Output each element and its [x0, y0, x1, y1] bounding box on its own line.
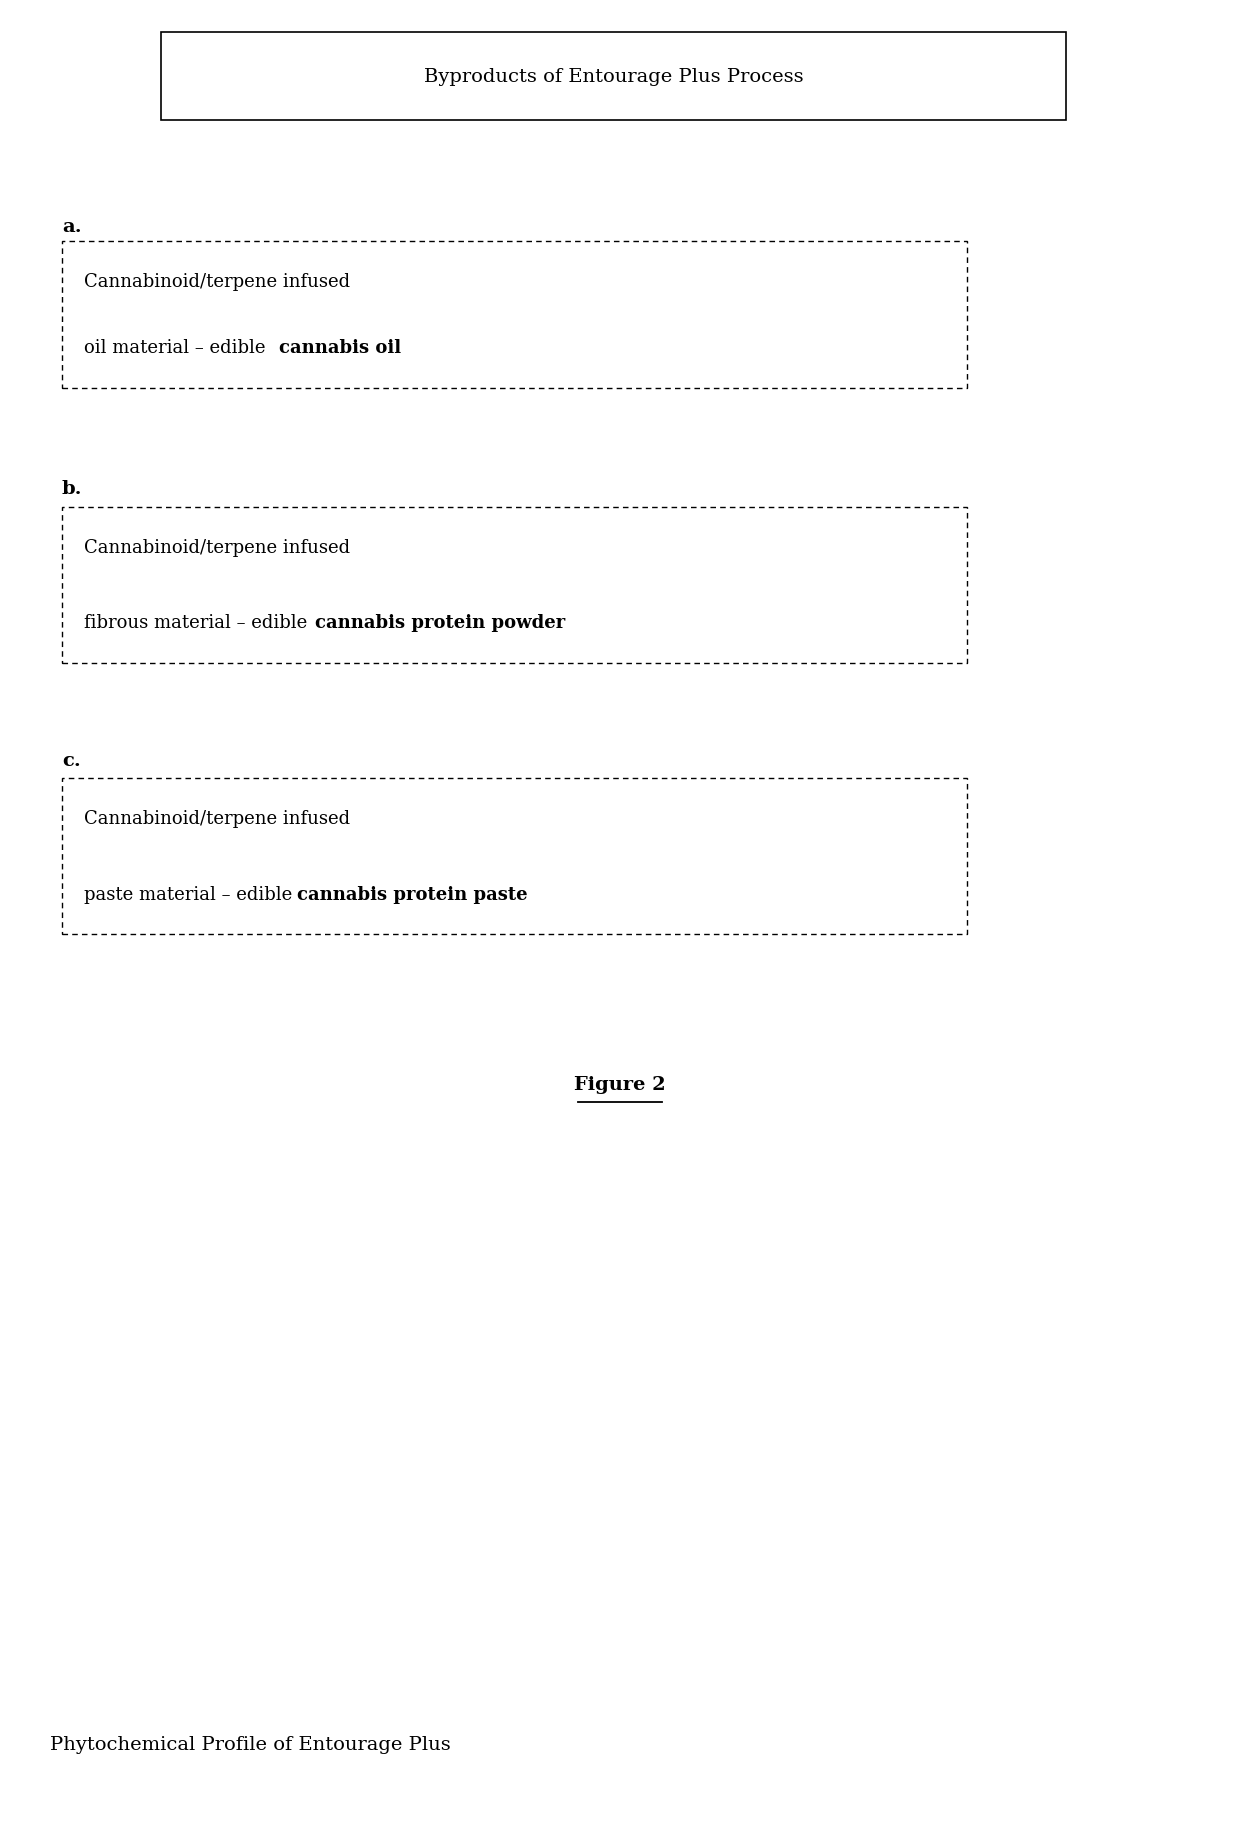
Text: Cannabinoid/terpene infused: Cannabinoid/terpene infused — [84, 810, 351, 828]
Text: fibrous material – edible: fibrous material – edible — [84, 614, 314, 632]
Text: paste material – edible: paste material – edible — [84, 885, 299, 903]
Text: Phytochemical Profile of Entourage Plus: Phytochemical Profile of Entourage Plus — [50, 1735, 450, 1753]
FancyBboxPatch shape — [62, 507, 967, 663]
Text: Cannabinoid/terpene infused: Cannabinoid/terpene infused — [84, 539, 351, 557]
Text: Byproducts of Entourage Plus Process: Byproducts of Entourage Plus Process — [424, 68, 804, 86]
Text: cannabis protein paste: cannabis protein paste — [298, 885, 528, 903]
FancyBboxPatch shape — [62, 242, 967, 388]
Text: oil material – edible: oil material – edible — [84, 339, 272, 357]
FancyBboxPatch shape — [62, 779, 967, 934]
FancyBboxPatch shape — [161, 33, 1066, 121]
Text: cannabis oil: cannabis oil — [279, 339, 402, 357]
Text: c.: c. — [62, 751, 81, 769]
Text: cannabis protein powder: cannabis protein powder — [315, 614, 565, 632]
Text: a.: a. — [62, 218, 82, 236]
Text: Cannabinoid/terpene infused: Cannabinoid/terpene infused — [84, 273, 351, 291]
Text: b.: b. — [62, 480, 83, 498]
Text: Figure 2: Figure 2 — [574, 1075, 666, 1094]
